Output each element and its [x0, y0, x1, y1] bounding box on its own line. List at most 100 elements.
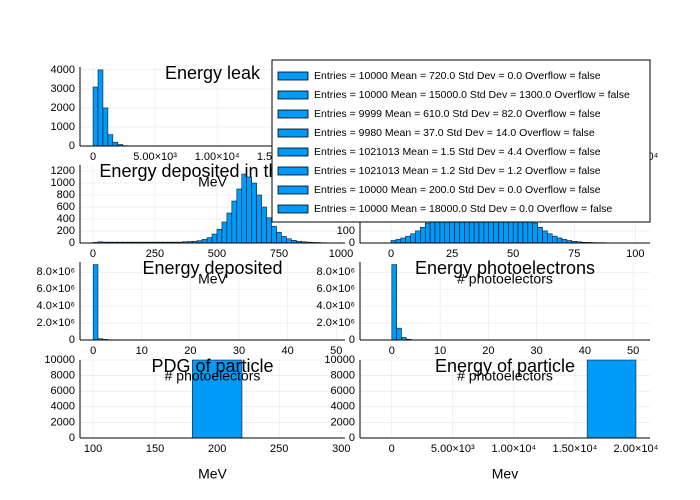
histogram-bar [395, 239, 402, 244]
legend-swatch [277, 204, 309, 214]
histogram-bar [256, 194, 262, 244]
panel-title: Energy photoelectrons [415, 258, 595, 278]
x-axis-label: Mev [492, 466, 518, 482]
histogram-bar [97, 69, 104, 147]
y-tick-label: 8.0×10⁶ [37, 266, 75, 278]
legend-label: Entries = 10000 Mean = 200.0 Std Dev = 0… [314, 184, 601, 196]
histogram-bar [276, 231, 282, 244]
y-tick-label: 2000 [51, 102, 75, 114]
x-tick-label: 250 [270, 443, 288, 455]
y-tick-label: 0 [349, 237, 355, 249]
panel-title: Energy of particle [435, 356, 575, 376]
y-tick-label: 4000 [51, 64, 75, 76]
histogram-bar [231, 200, 238, 244]
x-tick-label: 1.00×10⁴ [491, 443, 536, 455]
legend-swatch [277, 90, 309, 100]
x-tick-label: 1000 [329, 248, 353, 260]
y-tick-label: 3000 [51, 83, 75, 95]
y-tick-label: 800 [57, 189, 75, 201]
histogram-bar [547, 233, 553, 244]
legend-swatch [277, 147, 309, 157]
x-tick-label: 500 [208, 248, 226, 260]
histogram-bar [211, 233, 218, 244]
y-tick-label: 400 [57, 213, 75, 225]
legend-label: Entries = 10000 Mean = 15000.0 Std Dev =… [314, 89, 630, 101]
y-tick-label: 6000 [331, 385, 355, 397]
x-tick-label: 30 [530, 345, 542, 357]
x-tick-label: 300 [332, 443, 350, 455]
histogram-bar [221, 221, 228, 244]
histogram-bar [396, 327, 402, 341]
y-tick-label: 0 [349, 334, 355, 346]
legend-swatch [277, 109, 309, 119]
y-tick-label: 4.0×10⁶ [317, 300, 355, 312]
y-tick-label: 8.0×10⁶ [317, 266, 355, 278]
y-tick-label: 1200 [51, 165, 75, 177]
x-tick-label: 150 [146, 443, 164, 455]
x-axis-label: MeV [198, 174, 227, 190]
y-tick-label: 0 [69, 334, 75, 346]
x-tick-label: 50 [627, 345, 639, 357]
x-tick-label: 1.50×10⁴ [553, 443, 598, 455]
legend-label: Entries = 9999 Mean = 610.0 Std Dev = 82… [314, 108, 601, 120]
panel-title: Energy leak [165, 63, 261, 83]
histogram-bar [102, 107, 109, 147]
histogram-bar [246, 176, 252, 244]
panel-title: Energy deposited [142, 258, 282, 278]
x-tick-label: 200 [208, 443, 226, 455]
x-axis-label: # photoelectors [457, 271, 553, 287]
histogram-bar [586, 359, 637, 439]
histogram-bar [236, 188, 243, 244]
x-tick-label: 0 [388, 248, 394, 260]
histogram-bar [107, 134, 114, 147]
x-tick-label: 0 [90, 345, 96, 357]
legend-swatch [277, 128, 309, 138]
x-axis-label: # photoelectors [165, 368, 261, 384]
y-tick-label: 6.0×10⁶ [37, 283, 75, 295]
y-tick-label: 8000 [51, 370, 75, 382]
histogram-bar [405, 235, 411, 244]
x-axis-label: # photoelectors [457, 368, 553, 384]
histogram-bar [410, 233, 416, 244]
x-axis-label: MeV [198, 271, 227, 287]
x-tick-label: 5.00×10³ [133, 151, 177, 163]
x-tick-label: 40 [281, 345, 293, 357]
x-tick-label: 30 [233, 345, 245, 357]
y-tick-label: 1000 [51, 177, 75, 189]
x-tick-label: 2.00×10⁴ [614, 443, 659, 455]
x-tick-label: 750 [270, 248, 288, 260]
y-tick-label: 0 [69, 140, 75, 152]
y-tick-label: 100 [337, 225, 355, 237]
x-tick-label: 5.00×10³ [431, 443, 475, 455]
legend-swatch [277, 166, 309, 176]
x-tick-label: 20 [184, 345, 196, 357]
y-tick-label: 2000 [331, 416, 355, 428]
histogram-bar [420, 227, 426, 244]
x-tick-label: 10 [136, 345, 148, 357]
histogram-bar [286, 238, 292, 244]
y-tick-label: 0 [349, 432, 355, 444]
y-tick-label: 6.0×10⁶ [317, 283, 355, 295]
x-tick-label: 40 [579, 345, 591, 357]
y-tick-label: 0 [69, 432, 75, 444]
legend-swatch [277, 71, 309, 81]
legend-label: Entries = 10000 Mean = 720.0 Std Dev = 0… [314, 70, 601, 82]
x-tick-label: 20 [482, 345, 494, 357]
histogram-bar [241, 173, 247, 244]
y-tick-label: 4.0×10⁶ [37, 300, 75, 312]
x-tick-label: 100 [84, 443, 102, 455]
x-tick-label: 0 [90, 151, 96, 163]
legend-label: Entries = 1021013 Mean = 1.5 Std Dev = 4… [314, 146, 601, 158]
legend-label: Entries = 1021013 Mean = 1.2 Std Dev = 1… [314, 165, 601, 177]
histogram-bar [226, 212, 233, 244]
y-tick-label: 1000 [51, 121, 75, 133]
histogram-bar [92, 264, 99, 341]
histogram-bar [271, 225, 277, 244]
x-tick-label: 100 [626, 248, 644, 260]
histogram-bar [251, 182, 257, 244]
x-tick-label: 0 [389, 443, 395, 455]
x-tick-label: 10 [434, 345, 446, 357]
y-tick-label: 4000 [331, 401, 355, 413]
histogram-bar [266, 217, 272, 244]
x-tick-label: 0 [389, 345, 395, 357]
